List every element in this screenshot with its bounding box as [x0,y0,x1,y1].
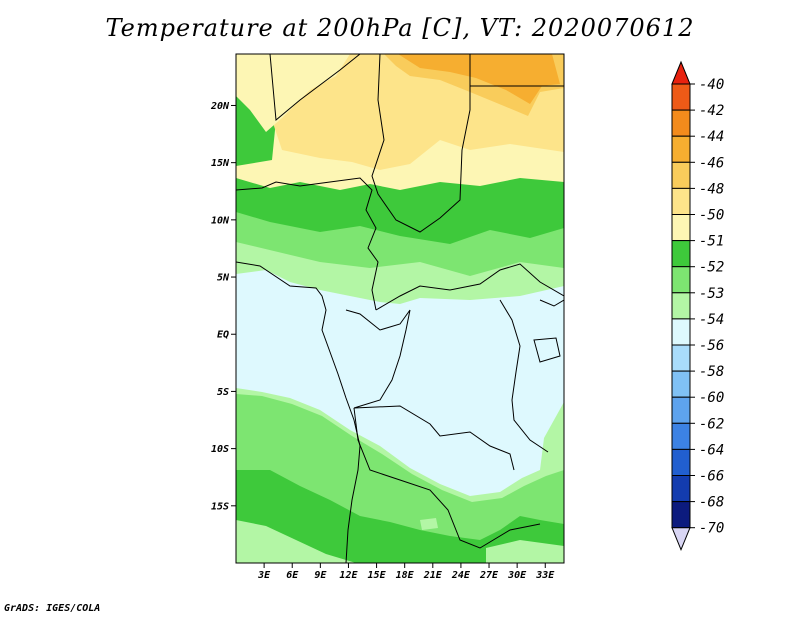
y-tick-label: 15N [211,158,230,169]
colorbar-label: -58 [699,364,724,380]
x-axis: 3E 6E 9E 12E 15E 18E 21E 24E 27E 30E 33E [257,563,555,581]
x-tick-label: 21E [423,570,443,581]
field-fill-54-south-patch [420,518,438,530]
colorbar-swatch [671,370,691,398]
colorbar-swatch [671,240,691,268]
colorbar-swatch [671,396,691,424]
colorbar-label: -53 [699,286,724,302]
colorbar-label: -62 [699,416,724,432]
colorbar-label: -48 [699,181,724,197]
colorbar-label: -66 [699,469,724,485]
y-tick-label: EQ [217,330,229,341]
border-niger-chad [371,54,471,233]
x-tick-label: 33E [535,570,555,581]
y-axis: 20N 15N 10N 5N EQ 5S 10S 15S [210,101,236,512]
border-southern [353,407,541,549]
colorbar-swatch [671,422,691,450]
border-east [499,299,549,453]
colorbar-swatch [671,344,691,372]
field-fill-51-north [236,54,350,132]
colorbar-label: -60 [699,390,724,406]
country-borders [236,54,564,563]
border-sahel [269,54,361,121]
border-west-africa [236,177,379,311]
colorbar-swatch [671,214,691,242]
colorbar-swatch [671,475,691,503]
colorbar-label: -46 [699,155,724,171]
coastline-west [236,261,361,563]
colorbar-swatch [671,292,691,320]
colorbar-label: -54 [699,312,724,328]
y-tick-label: 20N [210,101,230,112]
border-central-africa [375,263,564,311]
x-tick-label: 15E [368,570,387,581]
colorbar-label: -64 [699,442,724,458]
colorbar-label: -52 [699,260,724,276]
field-fill-54-southeast [486,540,564,563]
x-tick-label: 30E [507,570,527,581]
colorbar-label: -40 [699,77,724,93]
x-tick-label: 12E [339,570,358,581]
colorbar-label: -70 [699,521,724,537]
colorbar-swatch [671,501,691,529]
x-tick-label: 3E [257,570,271,581]
border-horn [539,299,564,307]
colorbar-swatch [671,83,691,111]
x-tick-label: 9E [314,570,327,581]
colorbar-swatch [671,109,691,137]
y-tick-label: 5S [217,387,229,398]
field-fill-46 [398,54,560,104]
colorbar-label: -50 [699,208,724,224]
colorbar-over-triangle [671,60,691,85]
field-fill-56 [236,270,564,496]
colorbar-label: -44 [699,129,724,145]
y-tick-label: 5N [217,273,230,284]
colorbar: -40 -42 -44 -46 -48 -50 -51 -52 -53 -54 -56 -58 -60 -… [671,60,724,552]
x-tick-label: 6E [286,570,299,581]
colorbar-label: -51 [699,234,724,250]
colorbar-swatch [671,187,691,215]
map-frame [235,53,565,564]
colorbar-swatch [671,266,691,294]
y-tick-label: 10N [211,215,230,226]
x-tick-label: 18E [396,570,415,581]
colorbar-under-triangle [671,527,691,552]
temperature-field [236,54,564,563]
y-tick-label: 15S [211,501,229,512]
colorbar-swatch [671,318,691,346]
x-tick-label: 27E [479,570,499,581]
field-fill-54-southwest [236,520,356,563]
colorbar-label: -56 [699,338,724,354]
colorbar-swatch [671,161,691,189]
border-drc [345,309,515,471]
colorbar-swatch [671,135,691,163]
border-lake-victoria [533,337,561,363]
y-tick-label: 10S [211,444,229,455]
chart-title: Temperature at 200hPa [C], VT: 202007061… [105,14,695,42]
x-tick-label: 24E [451,570,471,581]
field-fill-52-south [236,470,564,563]
colorbar-label: -68 [699,495,724,511]
colorbar-swatch [671,448,691,476]
colorbar-label: -42 [699,103,724,119]
grads-credit: GrADS: IGES/COLA [4,603,101,614]
